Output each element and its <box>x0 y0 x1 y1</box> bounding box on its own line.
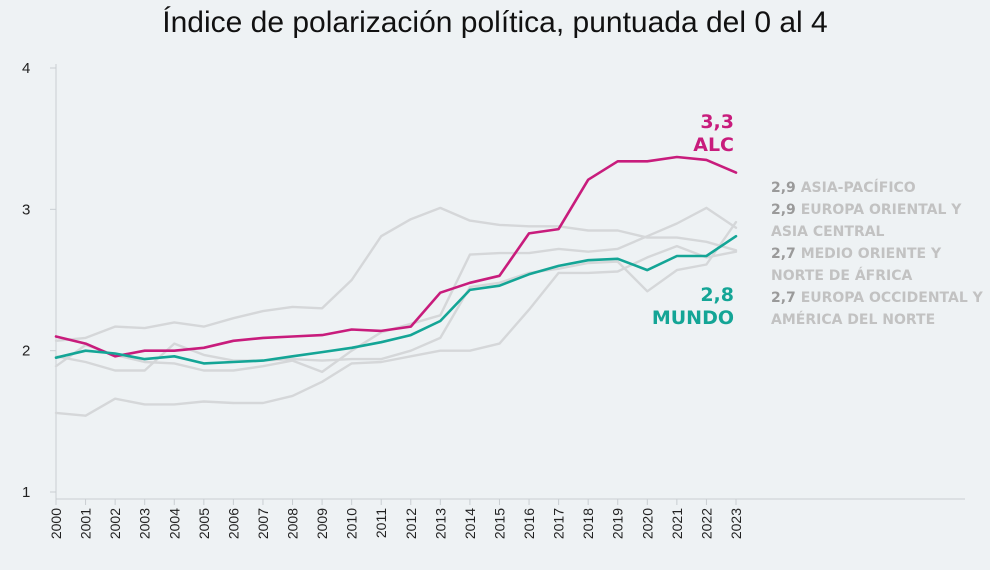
x-tick-label: 2015 <box>491 508 507 539</box>
legend-label: EUROPA ORIENTAL Y <box>801 202 963 218</box>
y-tick-label: 3 <box>22 201 30 218</box>
mundo-end-name: MUNDO <box>652 307 734 329</box>
y-tick-label: 1 <box>22 484 30 501</box>
legend-entry-3-line-1: 2,7 MEDIO ORIENTE Y <box>771 246 942 262</box>
legend-entry-3-line-2: NORTE DE ÁFRICA <box>771 267 912 284</box>
alc-end-value: 3,3 <box>700 111 734 133</box>
x-tick-label: 2006 <box>225 508 241 539</box>
x-tick-label: 2000 <box>48 508 64 539</box>
x-tick-label: 2002 <box>107 508 123 539</box>
x-tick-label: 2001 <box>78 508 94 539</box>
x-tick-label: 2020 <box>639 508 655 539</box>
legend-entry-4-line-2: AMÉRICA DEL NORTE <box>771 311 935 328</box>
legend-value: 2,7 <box>771 246 801 262</box>
legend-label: AMÉRICA DEL NORTE <box>771 311 935 328</box>
x-tick-label: 2010 <box>344 508 360 539</box>
x-tick-label: 2021 <box>669 508 685 539</box>
legend-value: 2,9 <box>771 180 801 196</box>
x-tick-label: 2019 <box>610 508 626 539</box>
x-tick-label: 2014 <box>462 508 478 539</box>
series-line-medio-oriente-y-norte-de-áfrica <box>54 220 738 372</box>
legend-entry-4-line-1: 2,7 EUROPA OCCIDENTAL Y <box>771 290 984 306</box>
legend-entry-2-line-1: 2,9 EUROPA ORIENTAL Y <box>771 202 962 218</box>
legend-label: MEDIO ORIENTE Y <box>801 246 942 262</box>
legend-label: ASIA-PACÍFICO <box>801 179 916 196</box>
chart-title: Índice de polarización política, puntuad… <box>162 6 828 39</box>
legend-value: 2,7 <box>771 290 801 306</box>
y-tick-label: 2 <box>22 343 30 360</box>
legend-label: ASIA CENTRAL <box>771 224 885 240</box>
series-line-europa-oriental-y-asia-central <box>54 206 738 342</box>
x-tick-label: 2008 <box>285 508 301 539</box>
x-tick-label: 2016 <box>521 508 537 539</box>
x-tick-label: 2011 <box>373 508 389 538</box>
x-tick-label: 2004 <box>166 508 182 539</box>
x-tick-label: 2017 <box>551 508 567 539</box>
legend-label: EUROPA OCCIDENTAL Y <box>801 290 984 306</box>
x-tick-label: 2013 <box>432 508 448 539</box>
legend-entry-1-line-1: 2,9 ASIA-PACÍFICO <box>771 179 916 196</box>
y-tick-label: 4 <box>22 60 30 77</box>
series-line-mundo <box>54 234 738 365</box>
series-line-alc <box>54 155 738 358</box>
legend-value: 2,9 <box>771 202 801 218</box>
series-line-asia-pacífico <box>54 206 738 374</box>
x-tick-label: 2012 <box>403 508 419 539</box>
alc-end-name: ALC <box>693 134 734 156</box>
x-tick-label: 2003 <box>137 508 153 539</box>
x-tick-label: 2005 <box>196 508 212 539</box>
legend-label: NORTE DE ÁFRICA <box>771 267 912 284</box>
legend-entry-2-line-2: ASIA CENTRAL <box>771 224 885 240</box>
x-tick-label: 2007 <box>255 508 271 539</box>
x-tick-label: 2018 <box>580 508 596 539</box>
x-tick-label: 2022 <box>698 508 714 539</box>
x-tick-label: 2023 <box>728 508 744 539</box>
series-line-europa-occidental-y-américa-del-norte <box>54 244 738 417</box>
x-tick-label: 2009 <box>314 508 330 539</box>
mundo-end-value: 2,8 <box>700 284 734 306</box>
